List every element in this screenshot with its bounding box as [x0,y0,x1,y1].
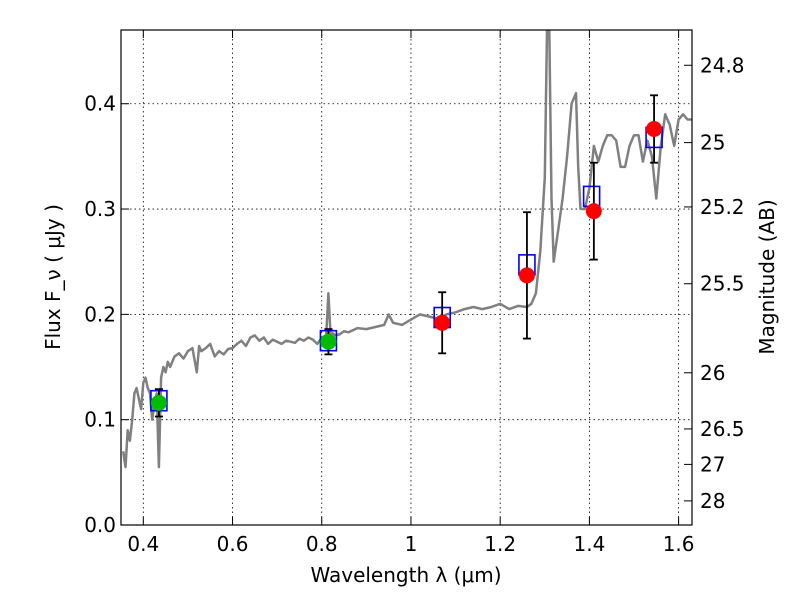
hst-point [518,267,535,284]
model-boxes [150,126,663,412]
y-tick-label: 0.4 [84,92,116,116]
ground-point [320,333,337,350]
right-tick-label: 25.2 [700,195,745,219]
right-tick-label: 25 [700,131,725,155]
x-tick-label: 0.8 [306,532,338,556]
right-tick-label: 26 [700,361,725,385]
y-tick-label: 0.2 [84,302,116,326]
x-tick-label: 0.4 [127,532,159,556]
grid [121,30,692,526]
photometry-points [150,121,663,411]
y-tick-label: 0.0 [84,513,116,537]
plot-frame [120,29,693,526]
x-axis-ticks: 0.4 0.6 0.8 1 1.2 1.4 1.6 [127,30,695,556]
x-tick-label: 1 [405,532,418,556]
error-bars [154,94,659,418]
x-tick-label: 1.2 [484,532,516,556]
right-tick-label: 26.5 [700,417,745,441]
y-axis-label: Flux F_ν ( μJy ) [41,204,65,350]
hst-point [434,314,451,331]
hst-point [585,203,602,220]
spectrum-line [121,30,692,469]
right-tick-label: 25.5 [700,272,745,296]
right-tick-label: 24.8 [700,53,745,77]
y-tick-label: 0.1 [84,408,116,432]
y-axis-ticks: 0.0 0.1 0.2 0.3 0.4 [84,92,129,537]
ground-point [150,394,167,411]
right-tick-label: 27 [700,452,725,476]
x-tick-label: 1.4 [573,532,605,556]
hst-point [646,121,663,137]
right-axis-label: Magnitude (AB) [755,199,779,354]
x-tick-label: 1.6 [663,532,695,556]
right-tick-label: 28 [700,489,725,513]
x-axis-label: Wavelength λ (μm) [310,563,501,587]
y-tick-label: 0.3 [84,197,116,221]
right-axis-ticks: 24.8 25 25.2 25.5 26 26.5 27 28 [684,53,745,513]
x-tick-label: 0.6 [217,532,249,556]
